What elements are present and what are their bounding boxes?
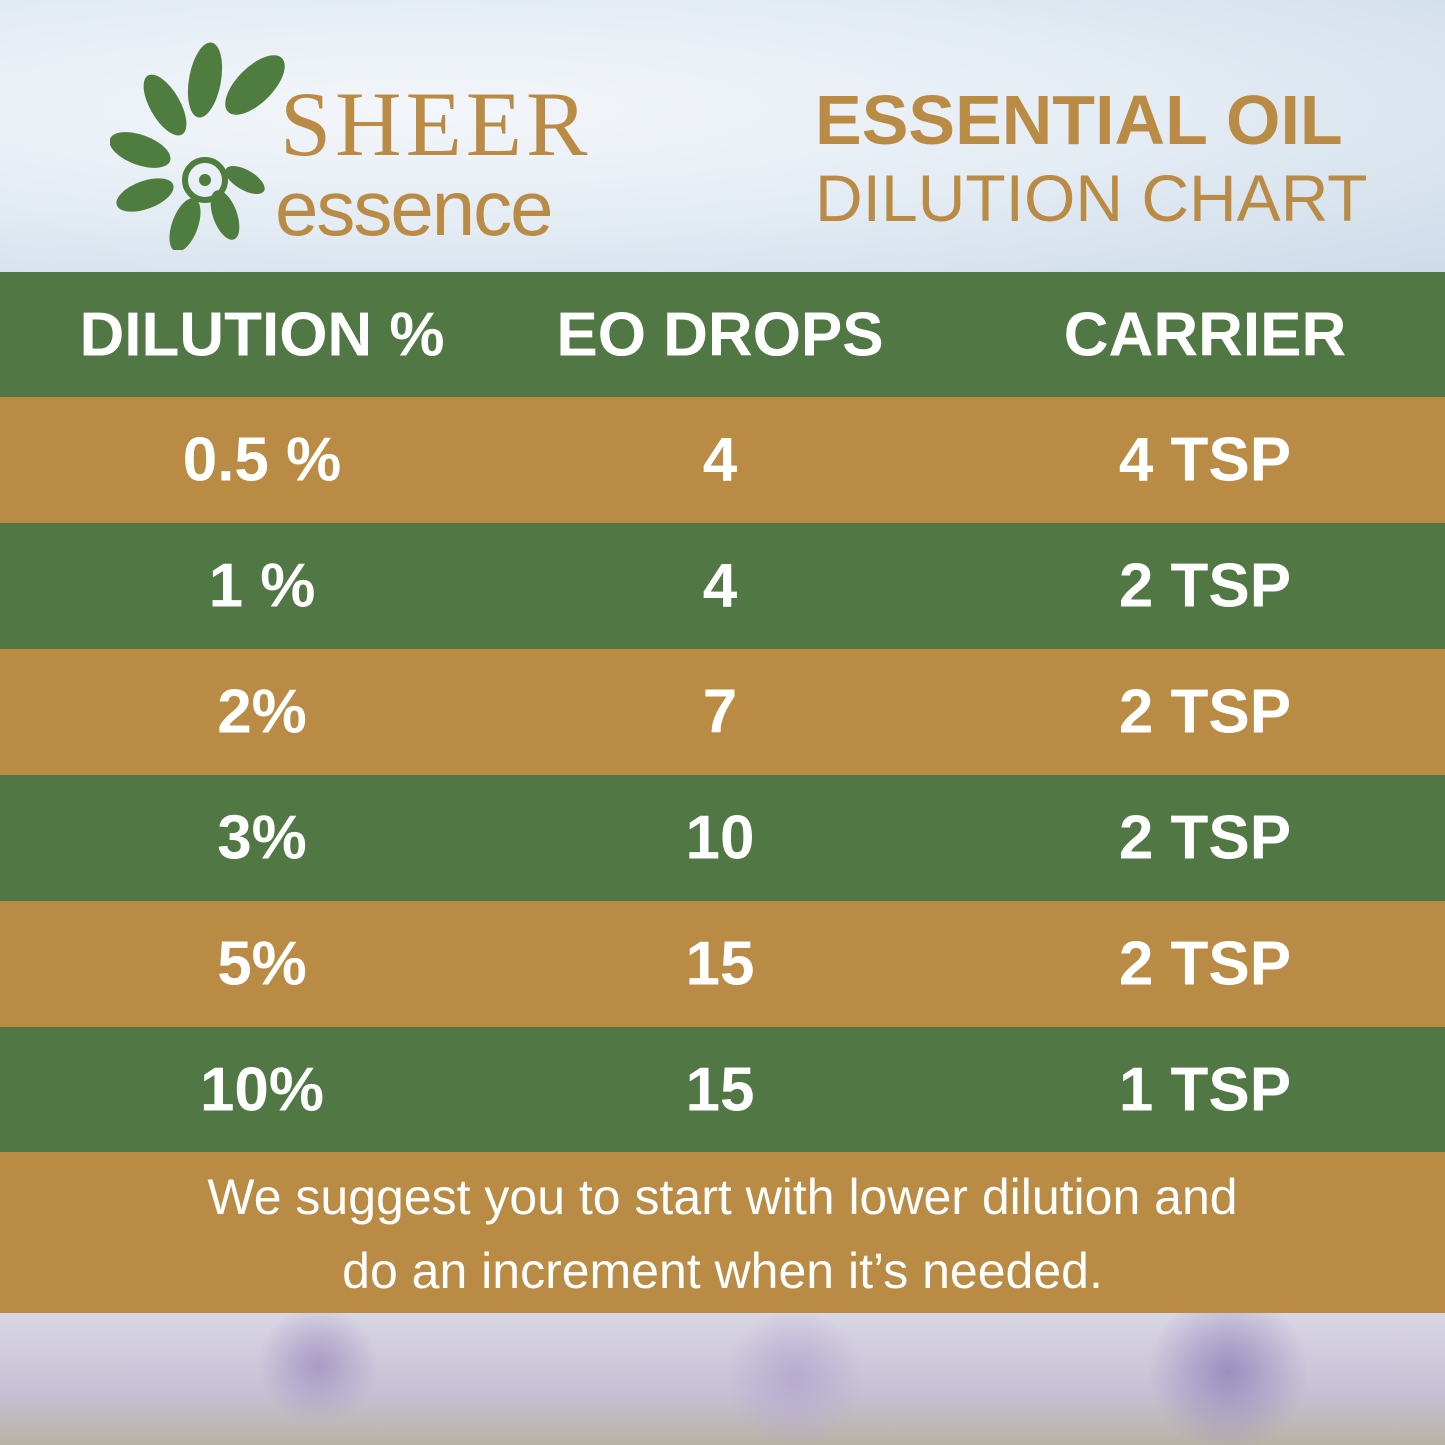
cell-dilution: 5% bbox=[217, 929, 307, 999]
cell-drops: 15 bbox=[685, 1055, 755, 1125]
header-eo-drops: EO DROPS bbox=[556, 300, 884, 370]
table-header: DILUTION % EO DROPS CARRIER bbox=[0, 272, 1445, 398]
suggestion-note: We suggest you to start with lower dilut… bbox=[0, 1152, 1445, 1313]
cell-dilution: 3% bbox=[217, 803, 307, 873]
cell-carrier: 2 TSP bbox=[1118, 803, 1292, 873]
cell-carrier: 2 TSP bbox=[1118, 929, 1292, 999]
brand-logo: SHEER essence bbox=[110, 35, 690, 252]
table-row: 0.5 % 4 4 TSP bbox=[0, 397, 1445, 523]
table-row: 10% 15 1 TSP bbox=[0, 1027, 1445, 1153]
cell-carrier: 1 TSP bbox=[1118, 1055, 1292, 1125]
cell-carrier: 2 TSP bbox=[1118, 551, 1292, 621]
leaf-spiral-icon bbox=[110, 42, 285, 250]
cell-drops: 4 bbox=[702, 425, 738, 495]
cell-drops: 15 bbox=[685, 929, 755, 999]
table-row: 5% 15 2 TSP bbox=[0, 901, 1445, 1027]
brand-name-sheer: SHEER bbox=[280, 73, 592, 175]
table-row: 1 % 4 2 TSP bbox=[0, 523, 1445, 649]
cell-dilution: 10% bbox=[199, 1055, 325, 1125]
note-line-1: We suggest you to start with lower dilut… bbox=[207, 1169, 1238, 1225]
cell-drops: 7 bbox=[702, 677, 738, 747]
header-carrier: CARRIER bbox=[1063, 300, 1347, 370]
cell-dilution: 1 % bbox=[208, 551, 316, 621]
cell-dilution: 2% bbox=[217, 677, 307, 747]
cell-dilution: 0.5 % bbox=[182, 425, 342, 495]
header: SHEER essence ESSENTIAL OIL DILUTION CHA… bbox=[0, 0, 1445, 272]
cell-drops: 10 bbox=[685, 803, 755, 873]
cell-carrier: 2 TSP bbox=[1118, 677, 1292, 747]
header-dilution: DILUTION % bbox=[79, 300, 445, 370]
cell-carrier: 4 TSP bbox=[1118, 425, 1292, 495]
table-row: 2% 7 2 TSP bbox=[0, 649, 1445, 775]
title-line-1: ESSENTIAL OIL bbox=[815, 81, 1343, 159]
note-line-2: do an increment when it’s needed. bbox=[342, 1243, 1103, 1299]
table-row: 3% 10 2 TSP bbox=[0, 775, 1445, 901]
title-line-2: DILUTION CHART bbox=[815, 161, 1368, 235]
lavender-background-image bbox=[0, 1313, 1445, 1445]
cell-drops: 4 bbox=[702, 551, 738, 621]
brand-name-essence: essence bbox=[275, 164, 554, 252]
